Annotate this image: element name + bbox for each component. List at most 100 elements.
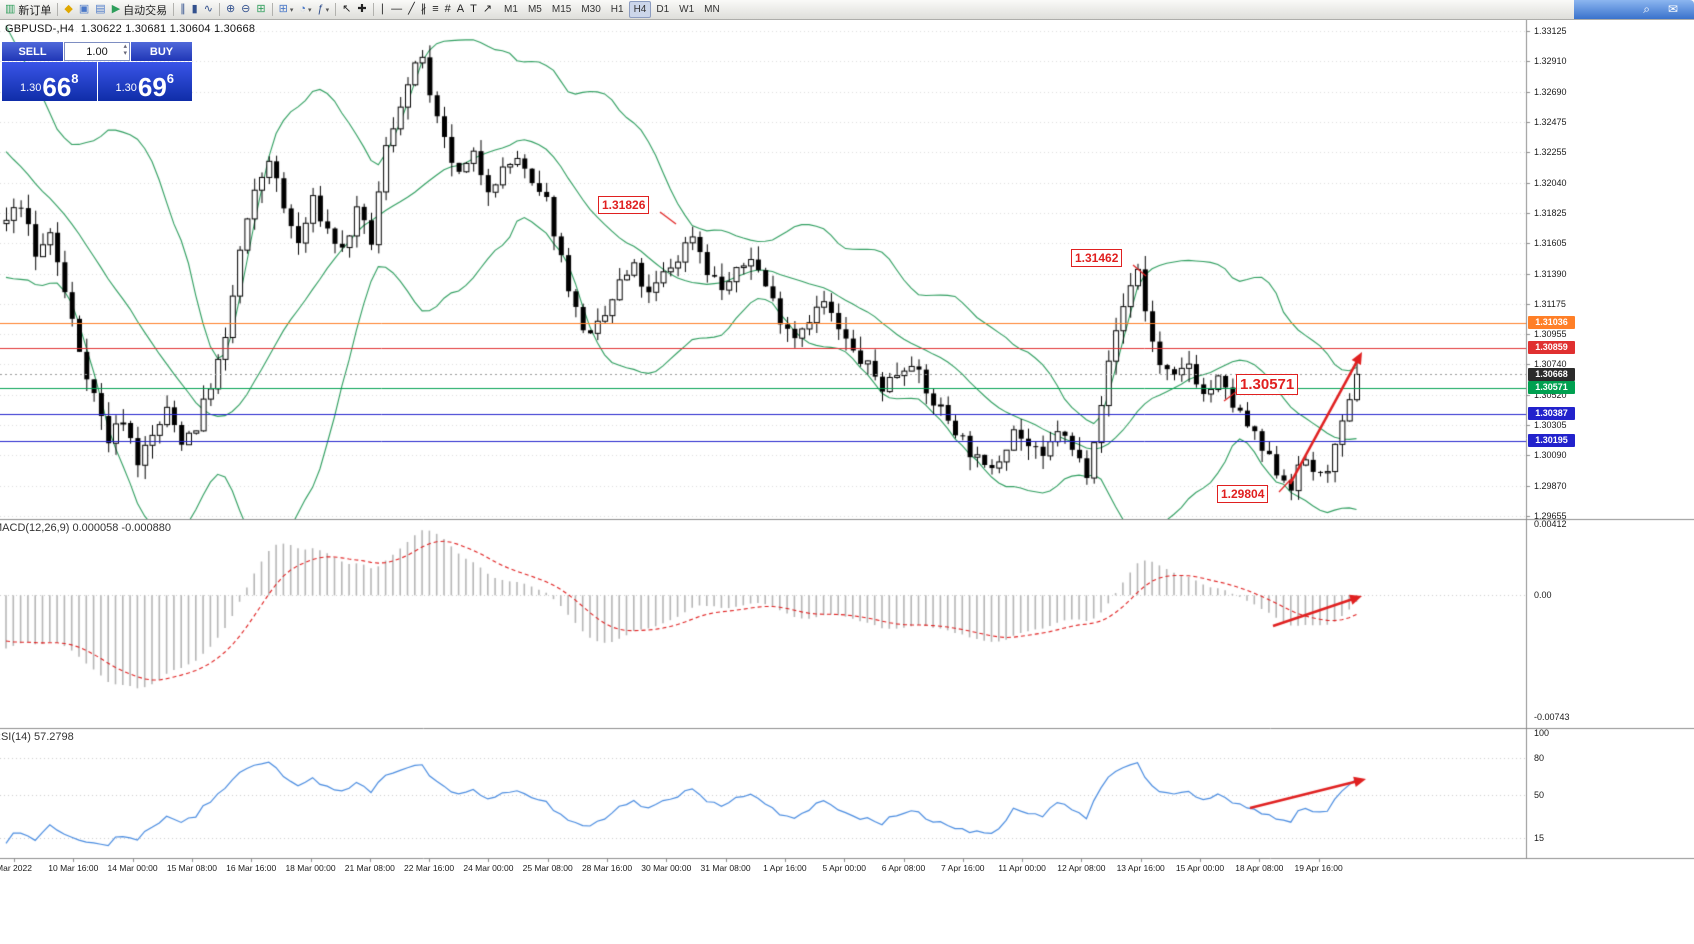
data-window-button[interactable]: ▣ — [76, 1, 92, 18]
sell-price-panel[interactable]: 1.30 66 8 — [2, 62, 97, 101]
time-tick-label: 11 Apr 00:00 — [998, 863, 1046, 873]
dropdown-caret-icon: ▾ — [307, 6, 312, 14]
zoom-out-icon: ⊖ — [241, 3, 251, 15]
bar-chart-icon: ∥ — [180, 3, 186, 15]
auto-trading-button[interactable]: ▶ 自动交易 — [109, 1, 170, 18]
line-chart-icon: ∿ — [203, 3, 213, 15]
navigator-button[interactable]: ▤ — [92, 1, 108, 18]
time-tick-label: 6 Apr 08:00 — [881, 863, 926, 873]
time-tick-label: 21 Mar 08:00 — [344, 863, 395, 873]
data-window-icon: ▣ — [78, 3, 90, 15]
crosshair-button[interactable]: ✚ — [354, 1, 369, 18]
sell-price-main: 66 — [42, 72, 72, 102]
time-tick-label: 14 Mar 00:00 — [107, 863, 158, 873]
dropdown-caret-icon: ▾ — [325, 6, 330, 14]
buy-price-pip: 6 — [166, 71, 175, 86]
sell-button[interactable]: SELL — [2, 42, 63, 61]
volume-spinner: ▴ ▾ — [123, 43, 127, 57]
navigator-icon: ▤ — [95, 3, 106, 15]
price-tick-label: 1.31605 — [1534, 238, 1567, 249]
channel-icon: ∦ — [420, 3, 427, 15]
vertical-line-button[interactable]: ∣ — [377, 1, 389, 18]
mail-icon: ✉ — [1667, 2, 1678, 16]
timeframe-h4-button[interactable]: H4 — [628, 1, 652, 18]
arrow-shapes-icon: ↗ — [482, 3, 493, 15]
zoom-in-button[interactable]: ⊕ — [223, 1, 238, 18]
spinner-up-icon[interactable]: ▴ — [123, 43, 127, 50]
channel-button[interactable]: ∦ — [418, 1, 430, 18]
time-tick-label: 18 Mar 00:00 — [285, 863, 336, 873]
profiles-button[interactable]: ◔ ▾ — [296, 1, 314, 18]
new-chart-icon: ⊞ — [278, 3, 288, 15]
toolbar-left: ▥ 新订单 ◆ ▣ ▤ ▶ 自动交易 ∥ ▮ ∿ ⊕ ⊖ ⊞ ⊞ ▾ ◔ ▾ ƒ ▾ ↖ ✚ ∣ — ╱ ∦ ≡ # A T ↗ — [0, 1, 495, 18]
candle-chart-button[interactable]: ▮ — [189, 1, 201, 18]
timeframe-m1-button[interactable]: M1 — [504, 4, 518, 15]
line-chart-button[interactable]: ∿ — [201, 1, 216, 18]
timeframe-m5-button[interactable]: M5 — [527, 4, 542, 15]
market-watch-button[interactable]: ◆ — [61, 1, 75, 18]
buy-price-panel[interactable]: 1.30 69 6 — [97, 62, 192, 101]
bar-chart-button[interactable]: ∥ — [177, 1, 189, 18]
price-line-badge: 1.30668 — [1528, 367, 1575, 381]
new-chart-button[interactable]: ⊞ ▾ — [276, 1, 297, 18]
time-tick-label: 5 Apr 00:00 — [822, 863, 866, 873]
dropdown-caret-icon: ▾ — [289, 6, 294, 14]
time-axis[interactable]: Mar 2022 10 Mar 16:00 14 Mar 00:00 15 Mar 0… — [0, 858, 1694, 878]
time-tick-label: Mar 2022 — [0, 863, 32, 873]
time-tick-label: 24 Mar 00:00 — [463, 863, 514, 873]
cursor-button[interactable]: ↖ — [339, 1, 354, 18]
time-tick-label: 25 Mar 08:00 — [522, 863, 573, 873]
timeframe-d1-button[interactable]: D1 — [656, 4, 670, 15]
sell-price-pip: 8 — [71, 71, 79, 86]
sell-price-prefix: 1.30 — [19, 82, 42, 94]
volume-field[interactable]: 1.00 ▴ ▾ — [64, 42, 130, 61]
volume-value: 1.00 — [86, 45, 108, 58]
trendline-button[interactable]: ╱ — [405, 1, 418, 18]
macd-scale-label: -0.00743 — [1534, 712, 1570, 722]
spinner-down-icon[interactable]: ▾ — [123, 50, 127, 57]
shapes-button[interactable]: ↗ — [480, 1, 495, 18]
rsi-scale-label: 50 — [1534, 790, 1545, 800]
grid-button[interactable]: # — [442, 1, 454, 18]
time-tick-label: 16 Mar 16:00 — [226, 863, 277, 873]
price-annotation-label[interactable]: 1.29804 — [1217, 485, 1269, 503]
buy-button[interactable]: BUY — [131, 42, 192, 61]
indicators-button[interactable]: ƒ ▾ — [315, 1, 333, 18]
vertical-line-icon: ∣ — [379, 3, 386, 15]
fibonacci-button[interactable]: ≡ — [429, 1, 441, 18]
text-label-icon: T — [470, 3, 477, 15]
time-tick-label: 1 Apr 16:00 — [763, 863, 807, 873]
rsi-scale-label: 15 — [1534, 833, 1545, 844]
price-annotation-label[interactable]: 1.31462 — [1071, 249, 1123, 267]
price-line-badge: 1.30195 — [1528, 434, 1575, 448]
price-annotation-label[interactable]: 1.31826 — [598, 196, 650, 214]
grid-icon: # — [444, 3, 451, 15]
time-tick-label: 31 Mar 08:00 — [700, 863, 751, 873]
price-axis[interactable]: 1.33125 1.32910 1.32690 1.32475 1.32255 1.320… — [1527, 19, 1694, 858]
timeframe-w1-button[interactable]: W1 — [679, 4, 695, 15]
timeframe-m30-button[interactable]: M30 — [581, 4, 601, 15]
price-tick-label: 1.32040 — [1534, 177, 1567, 188]
new-order-button-label: 新订单 — [18, 4, 52, 17]
timeframe-bar: M1 M5 M15 M30 H1 H4 D1 W1 MN — [499, 1, 725, 18]
timeframe-mn-button[interactable]: MN — [704, 4, 720, 15]
text-button[interactable]: A — [454, 1, 467, 18]
search-icon: ⌕ — [1643, 2, 1650, 16]
timeframe-m15-button[interactable]: M15 — [551, 4, 572, 15]
price-annotation-label[interactable]: 1.30571 — [1236, 374, 1299, 395]
zoom-out-button[interactable]: ⊖ — [238, 1, 253, 18]
price-tick-label: 1.32475 — [1534, 116, 1567, 127]
rsi-indicator-label: RSI(14) 57.2798 — [0, 731, 74, 743]
horizontal-line-button[interactable]: — — [388, 1, 405, 18]
text-label-button[interactable]: T — [467, 1, 480, 18]
mail-button[interactable]: ✉ — [1668, 0, 1678, 19]
timeframe-h1-button[interactable]: H1 — [610, 4, 624, 15]
new-order-button[interactable]: ▥ 新订单 — [2, 1, 54, 18]
macd-scale-label: 0.00412 — [1534, 519, 1567, 529]
price-tick-label: 1.31175 — [1534, 298, 1566, 309]
rsi-scale-label: 100 — [1534, 728, 1550, 738]
zoom-in-icon: ⊕ — [225, 3, 236, 15]
search-button[interactable]: ⌕ — [1643, 0, 1650, 19]
tile-windows-button[interactable]: ⊞ — [253, 1, 268, 18]
